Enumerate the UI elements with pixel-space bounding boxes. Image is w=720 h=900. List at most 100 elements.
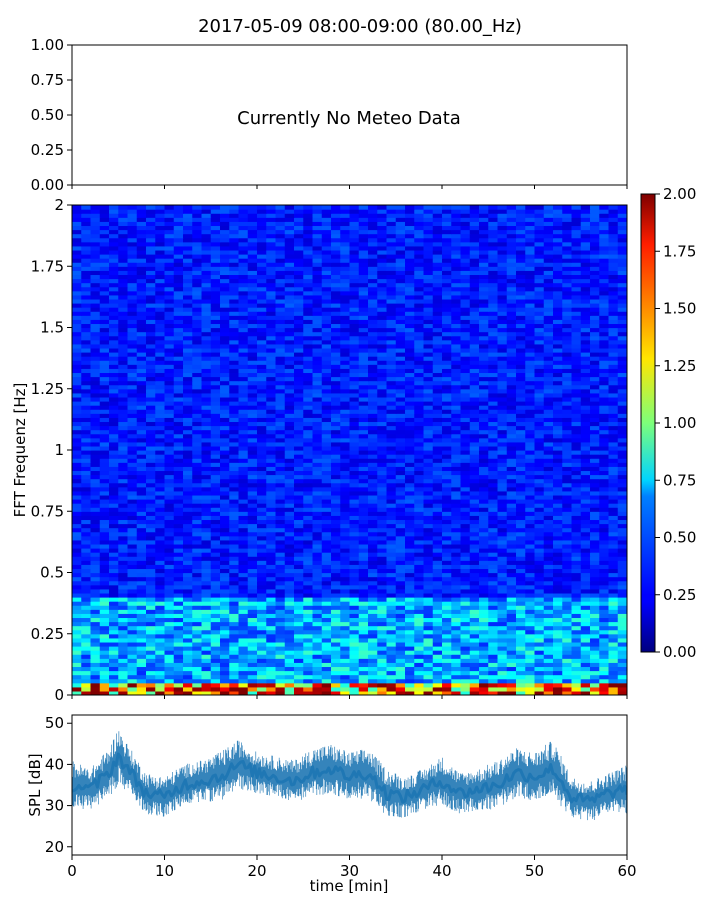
heatmap-cell [340,531,351,537]
heatmap-cell [127,392,138,398]
heatmap-cell [497,543,508,549]
heatmap-cell [118,421,129,427]
heatmap-cell [183,401,193,406]
heatmap-cell [479,646,489,651]
heatmap-cell [368,396,378,402]
heatmap-cell [349,364,360,369]
heatmap-cell [469,654,480,659]
heatmap-cell [460,405,471,410]
heatmap-cell [99,552,110,557]
heatmap-cell [617,539,627,545]
heatmap-cell [90,666,101,672]
heatmap-cell [534,515,545,521]
heatmap-cell [580,458,591,463]
heatmap-cell [284,384,295,390]
heatmap-cell [312,417,323,423]
heatmap-cell [266,523,277,529]
heatmap-cell [460,356,471,361]
heatmap-cell [377,437,388,443]
heatmap-cell [368,584,378,590]
heatmap-cell [405,666,415,672]
heatmap-cell [118,417,129,423]
heatmap-cell [275,392,286,398]
heatmap-cell [395,503,406,508]
heatmap-cell [599,621,610,627]
heatmap-cell [266,433,277,439]
heatmap-cell [72,429,82,435]
heatmap-cell [155,584,166,590]
heatmap-cell [534,678,545,684]
heatmap-cell [173,425,184,431]
heatmap-cell [118,478,129,484]
heatmap-cell [414,429,425,435]
heatmap-cell [488,405,499,410]
heatmap-cell [405,568,415,574]
heatmap-cell [201,433,212,439]
heatmap-cell [164,572,175,578]
heatmap-cell [432,568,443,574]
heatmap-cell [303,662,314,668]
heatmap-cell [183,552,193,557]
heatmap-cell [99,405,110,410]
heatmap-cell [90,682,101,688]
heatmap-cell [257,605,267,610]
heatmap-cell [127,413,138,418]
heatmap-cell [423,686,434,692]
heatmap-cell [201,690,212,695]
heatmap-cell [331,405,341,410]
heatmap-cell [414,368,425,374]
heatmap-cell [257,462,267,467]
heatmap-cell [571,478,582,484]
heatmap-cell [238,429,249,435]
heatmap-cell [257,552,267,557]
heatmap-cell [238,396,249,402]
heatmap-cell [173,658,184,663]
heatmap-cell [580,658,591,663]
heatmap-cell [414,560,425,565]
heatmap-cell [340,486,351,492]
heatmap-cell [488,401,499,406]
heatmap-cell [229,417,240,423]
heatmap-cell [608,682,619,688]
heatmap-cell [136,384,147,390]
heatmap-cell [377,527,388,533]
heatmap-cell [183,372,193,378]
heatmap-cell [136,466,147,472]
heatmap-cell [331,527,341,533]
heatmap-cell [220,686,230,692]
heatmap-cell [571,617,582,623]
heatmap-cell [460,417,471,423]
heatmap-cell [414,450,425,455]
heatmap-cell [99,641,110,647]
heatmap-cell [451,437,462,443]
heatmap-cell [266,376,277,382]
heatmap-cell [451,445,462,451]
heatmap-cell [247,588,258,594]
heatmap-cell [321,572,332,578]
heatmap-cell [451,650,462,655]
heatmap-cell [284,564,295,570]
heatmap-cell [349,429,360,435]
heatmap-cell [525,646,536,651]
heatmap-cell [247,597,258,602]
heatmap-cell [247,531,258,537]
heatmap-cell [395,364,406,369]
heatmap-cell [210,372,221,378]
heatmap-cell [358,474,369,480]
heatmap-cell [81,372,92,378]
heatmap-cell [257,507,267,512]
heatmap-cell [590,396,600,402]
heatmap-cell [543,437,554,443]
heatmap-cell [590,515,600,521]
heatmap-cell [192,686,203,692]
heatmap-cell [562,429,573,435]
heatmap-cell [395,433,406,439]
heatmap-cell [275,601,286,606]
heatmap-cell [497,401,508,406]
heatmap-cell [109,454,119,459]
heatmap-cell [479,372,489,378]
heatmap-cell [238,380,249,386]
heatmap-cell [368,499,378,504]
heatmap-cell [155,499,166,504]
heatmap-cell [321,650,332,655]
